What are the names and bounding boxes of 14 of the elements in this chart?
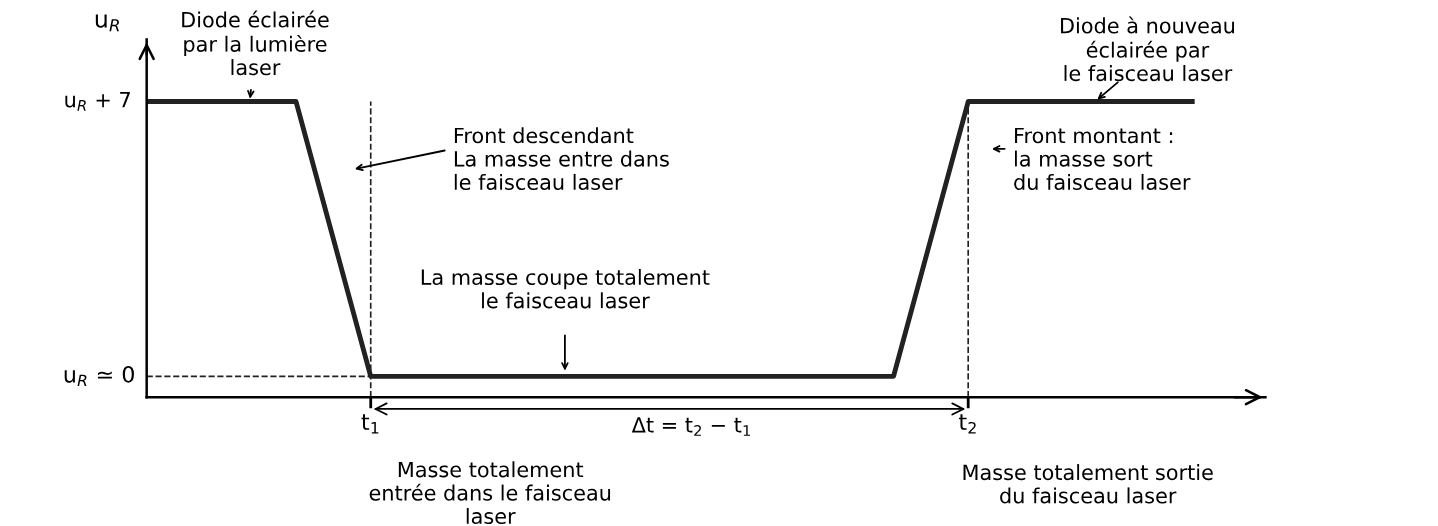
text: u$_{R}$ [95, 14, 119, 32]
ref-line-label: u$_{R}$ ≃ 0 [64, 365, 134, 387]
text: Diode à nouveau éclairée par le faisceau laser [1061, 16, 1234, 82]
annotation: La masse coupe totalement le faisceau laser [421, 268, 710, 309]
x-tick-label: t$_{2}$ [959, 414, 976, 434]
text: Δt = t$_{2}$ − t$_{1}$ [631, 417, 750, 436]
y-axis-title: u$_{R}$ [65, 95, 86, 111]
annotation: Front montant : la masse sort du faisceau laser [1014, 127, 1191, 191]
text: Masse totalement sortie du faisceau laser [963, 464, 1213, 504]
text: Masse totalement entrée dans le faisceau laser [369, 461, 611, 525]
text: + 7 [96, 92, 130, 108]
text: Diode éclairée par la lumière laser [182, 10, 329, 76]
x-tick-label: t$_{1}$ [361, 414, 379, 434]
annotation: Front descendant La masse entre dans le faisceau laser [454, 127, 669, 191]
